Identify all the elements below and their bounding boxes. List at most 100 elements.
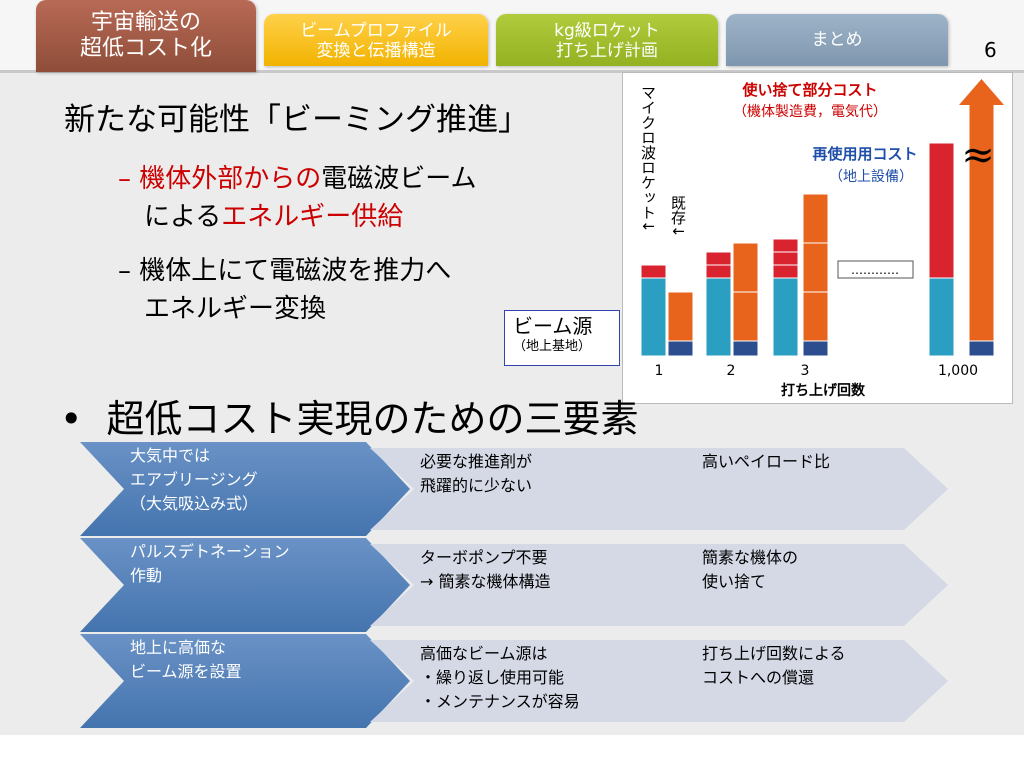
bullet-text: エネルギー変換 [144, 294, 327, 324]
flow-text: 必要な推進剤が 飛躍的に少ない [370, 448, 700, 496]
flow-text-line: 高価なビーム源は [420, 644, 548, 663]
existing-disposable-segment [732, 291, 759, 342]
page-number: 6 [984, 38, 997, 62]
slide-title: 新たな可能性「ビーミング推進」 [64, 102, 529, 138]
microwave-disposable-segment [640, 264, 667, 279]
flow-text-line: ターボポンプ不要 [420, 548, 548, 567]
existing-reuse-bar [968, 340, 995, 357]
flow-text-line: （大気吸込み式） [130, 494, 259, 513]
microwave-reuse-bar [772, 277, 799, 357]
flow-text-line: 大気中では [130, 446, 211, 465]
flow-text: ターボポンプ不要 → 簡素な機体構造 [370, 544, 700, 592]
beam-source-box: ビーム源 （地上基地） [504, 310, 620, 366]
tab-label-line2: 打ち上げ計画 [556, 41, 658, 61]
flow-text-line: エアブリージング [130, 470, 258, 489]
bullet-onboard-conversion: – 機体上にて電磁波を推力へ エネルギー変換 [118, 252, 451, 328]
bullet-text: 電磁波ビーム [321, 164, 477, 194]
flow-cause-arrow: パルスデトネーション 作動 [80, 538, 410, 632]
existing-disposable-segment [802, 291, 829, 342]
flow-text-line: 地上に高価な [130, 638, 227, 657]
cost-chart: マイクロ波ロケット↓ 既存↓ 使い捨て部分コスト （機体製造費，電気代） 再使用… [622, 72, 1013, 404]
main-bullet-marker: • [60, 397, 83, 441]
chart-bars [640, 79, 1004, 357]
flow-text: 高いペイロード比 [652, 448, 948, 472]
flow-cause-arrow: 大気中ではエアブリージング （大気吸込み式） [80, 442, 410, 536]
flow-text-line: コストへの償還 [702, 668, 815, 687]
flow-text: 地上に高価な ビーム源を設置 [80, 634, 410, 682]
legend-disposable-title: 使い捨て部分コスト [741, 81, 877, 99]
tab-label-line2: 超低コスト化 [79, 36, 212, 61]
approx-sign: ≈ [961, 132, 995, 178]
tab-label-line2: 変換と伝播構造 [316, 41, 436, 61]
flow-cause-arrow: 地上に高価な ビーム源を設置 [80, 634, 410, 728]
bullet-dash: – [118, 164, 131, 194]
chart-x-ticks: 1 2 3 1,000 [655, 363, 979, 379]
main-bullet: • 超低コスト実現のための三要素 [60, 388, 639, 443]
flow-effect-arrow: ターボポンプ不要 → 簡素な機体構造 [370, 544, 700, 626]
existing-disposable-segment [732, 242, 759, 293]
legend-reuse-title: 再使用用コスト [812, 145, 917, 163]
flow-text-line: 打ち上げ回数による [702, 644, 846, 663]
bullet-red-text: 機体外部からの [139, 164, 322, 194]
tab-beam-profile[interactable]: ビームプロファイル 変換と伝播構造 [264, 14, 488, 66]
tab-label-line1: 宇宙輸送の [90, 10, 201, 35]
flow-result-arrow: 高いペイロード比 [652, 448, 948, 530]
flow-text-line: 飛躍的に少ない [420, 476, 533, 495]
existing-reuse-bar [732, 340, 759, 357]
flow-result-arrow: 簡素な機体の 使い捨て [652, 544, 948, 626]
microwave-disposable-segment [772, 238, 799, 253]
chart-ellipsis: ………… [851, 263, 899, 277]
tab-kg-rocket-plan[interactable]: kg級ロケット 打ち上げ計画 [496, 14, 718, 66]
cost-chart-svg: マイクロ波ロケット↓ 既存↓ 使い捨て部分コスト （機体製造費，電気代） 再使用… [639, 79, 1004, 399]
chart-x-tick-label: 2 [727, 363, 736, 379]
tab-label-line1: ビームプロファイル [300, 21, 452, 41]
bullet-external-energy: – 機体外部からの電磁波ビーム によるエネルギー供給 [118, 160, 477, 236]
chart-x-tick-label: 3 [801, 363, 810, 379]
existing-cost-arrowhead [959, 79, 1004, 105]
bullet-text: 機体上にて電磁波を推力へ [139, 256, 452, 286]
flow-text: 高価なビーム源は ・繰り返し使用可能 ・メンテナンスが容易 [370, 640, 700, 712]
microwave-reuse-bar [705, 277, 732, 357]
ellipsis-box [837, 260, 914, 279]
flow-effect-arrow: 必要な推進剤が 飛躍的に少ない [370, 448, 700, 530]
legend-disposable-sub: （機体製造費，電気代） [733, 104, 887, 120]
flow-text-line: ・メンテナンスが容易 [420, 692, 580, 711]
flow-text-line: ・繰り返し使用可能 [420, 668, 565, 687]
microwave-reuse-bar [928, 277, 955, 357]
flow-text: パルスデトネーション 作動 [80, 538, 410, 586]
flow-text-line: 簡素な機体の [702, 548, 799, 567]
tab-low-cost-transport[interactable]: 宇宙輸送の 超低コスト化 [36, 0, 256, 72]
bullet-dash: – [118, 256, 131, 286]
existing-disposable-segment [667, 291, 694, 342]
chart-x-tick-label: 1,000 [938, 363, 978, 379]
existing-reuse-bar [667, 340, 694, 357]
flow-text: 打ち上げ回数による コストへの償還 [652, 640, 948, 688]
chart-existing-label: 既存↓ [669, 195, 687, 238]
tab-summary[interactable]: まとめ [726, 14, 948, 66]
existing-reuse-bar [802, 340, 829, 357]
tab-label-line1: まとめ [811, 30, 863, 50]
flow-text-line: 必要な推進剤が [420, 452, 533, 471]
flow-text-line: 作動 [130, 566, 163, 585]
legend-reuse-sub: （地上設備） [829, 169, 913, 185]
microwave-disposable-segment [772, 251, 799, 266]
microwave-disposable-segment [772, 264, 799, 279]
bullet-red-text: エネルギー供給 [221, 202, 404, 232]
microwave-disposable-segment [705, 264, 732, 279]
main-bullet-text: 超低コスト実現のための三要素 [106, 397, 639, 441]
flow-result-arrow: 打ち上げ回数による コストへの償還 [652, 640, 948, 722]
flow-text: 簡素な機体の 使い捨て [652, 544, 948, 592]
flow-text-line: ビーム源を設置 [130, 662, 242, 681]
existing-disposable-segment [802, 193, 829, 244]
bullet-text: による [144, 202, 222, 232]
microwave-disposable-segment [705, 251, 732, 266]
flow-text-line: 使い捨て [702, 572, 767, 591]
microwave-reuse-bar [640, 277, 667, 357]
flow-text-line: → 簡素な機体構造 [420, 572, 551, 591]
chart-x-axis-label: 打ち上げ回数 [781, 382, 866, 399]
flow-text-line: パルスデトネーション [130, 542, 290, 561]
tab-label-line1: kg級ロケット [554, 21, 660, 41]
flow-effect-arrow: 高価なビーム源は ・繰り返し使用可能 ・メンテナンスが容易 [370, 640, 700, 722]
flow-text-line: 高いペイロード比 [702, 452, 831, 471]
